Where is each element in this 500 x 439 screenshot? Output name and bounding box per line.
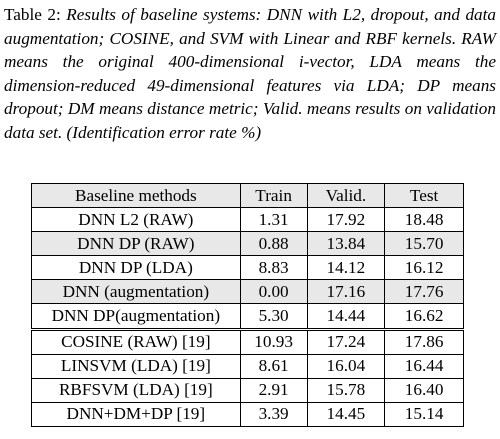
method-cell: DNN DP (LDA): [31, 255, 241, 281]
header-row: Baseline methods Train Valid. Test: [31, 182, 464, 209]
table-row: COSINE (RAW) [19] 10.93 17.24 17.86: [31, 327, 464, 355]
table-caption: Table 2: Results of baseline systems: DN…: [4, 3, 496, 145]
valid-cell: 17.92: [306, 207, 386, 233]
table-row: RBFSVM (LDA) [19] 2.91 15.78 16.40: [31, 378, 464, 403]
train-cell: 2.91: [239, 378, 308, 403]
test-cell: 16.44: [384, 354, 464, 379]
valid-cell: 14.12: [306, 255, 386, 281]
table-row: DNN DP (RAW) 0.88 13.84 15.70: [31, 231, 464, 257]
method-cell: DNN DP (RAW): [31, 231, 241, 257]
train-cell: 5.30: [239, 303, 308, 330]
valid-cell: 17.24: [306, 327, 386, 355]
train-cell: 1.31: [239, 207, 308, 233]
method-cell: RBFSVM (LDA) [19]: [31, 378, 241, 403]
method-cell: DNN L2 (RAW): [31, 207, 241, 233]
test-cell: 18.48: [384, 207, 464, 233]
test-cell: 16.40: [384, 378, 464, 403]
method-cell: DNN DP(augmentation): [31, 303, 241, 330]
valid-cell: 14.44: [306, 303, 386, 330]
table-row: DNN L2 (RAW) 1.31 17.92 18.48: [31, 207, 464, 233]
table-row: DNN (augmentation) 0.00 17.16 17.76: [31, 279, 464, 305]
test-cell: 17.86: [384, 327, 464, 355]
train-cell: 0.88: [239, 231, 308, 257]
header-valid: Valid.: [306, 182, 386, 209]
method-cell: DNN+DM+DP [19]: [31, 402, 241, 427]
header-train: Train: [239, 182, 308, 209]
valid-cell: 17.16: [306, 279, 386, 305]
table-label: Table 2:: [4, 5, 61, 24]
table-body: DNN L2 (RAW) 1.31 17.92 18.48 DNN DP (RAW) 0.…: [31, 207, 464, 427]
test-cell: 16.62: [384, 303, 464, 330]
train-cell: 10.93: [239, 327, 308, 355]
train-cell: 0.00: [239, 279, 308, 305]
table-row: DNN+DM+DP [19] 3.39 14.45 15.14: [31, 402, 464, 427]
valid-cell: 16.04: [306, 354, 386, 379]
valid-cell: 14.45: [306, 402, 386, 427]
header-test: Test: [384, 182, 464, 209]
header-methods: Baseline methods: [31, 182, 241, 209]
train-cell: 3.39: [239, 402, 308, 427]
train-cell: 8.83: [239, 255, 308, 281]
valid-cell: 13.84: [306, 231, 386, 257]
test-cell: 17.76: [384, 279, 464, 305]
table-row: LINSVM (LDA) [19] 8.61 16.04 16.44: [31, 354, 464, 379]
test-cell: 16.12: [384, 255, 464, 281]
method-cell: COSINE (RAW) [19]: [31, 327, 241, 355]
method-cell: DNN (augmentation): [31, 279, 241, 305]
table-row: DNN DP(augmentation) 5.30 14.44 16.62: [31, 303, 464, 330]
test-cell: 15.14: [384, 402, 464, 427]
valid-cell: 15.78: [306, 378, 386, 403]
caption-text: Results of baseline systems: DNN with L2…: [4, 5, 497, 142]
results-table: Baseline methods Train Valid. Test DNN L…: [31, 182, 464, 427]
test-cell: 15.70: [384, 231, 464, 257]
method-cell: LINSVM (LDA) [19]: [31, 354, 241, 379]
train-cell: 8.61: [239, 354, 308, 379]
table-row: DNN DP (LDA) 8.83 14.12 16.12: [31, 255, 464, 281]
